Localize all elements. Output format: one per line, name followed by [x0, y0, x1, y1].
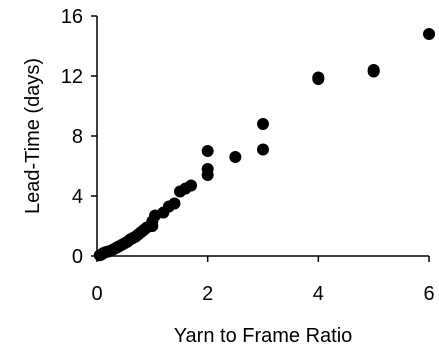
data-point — [257, 143, 269, 156]
y-tick-label: 4 — [72, 186, 83, 208]
data-point — [229, 151, 242, 163]
y-tick-label: 0 — [72, 246, 83, 268]
ticks-layer: 0 2 4 6 0 4 8 12 16 — [61, 6, 435, 305]
data-point — [201, 163, 214, 175]
data-point — [257, 118, 269, 130]
data-point — [423, 28, 435, 40]
x-tick-label: 0 — [91, 283, 102, 305]
data-point — [168, 197, 181, 210]
y-tick-label: 8 — [72, 126, 83, 148]
x-tick-label: 6 — [423, 283, 434, 305]
x-axis-title: Yarn to Frame Ratio — [174, 325, 353, 347]
x-tick-label: 2 — [202, 283, 213, 305]
data-point — [312, 71, 325, 84]
x-tick-label: 4 — [313, 283, 324, 305]
data-point — [185, 179, 198, 192]
data-point — [367, 64, 380, 76]
y-tick-label: 16 — [61, 6, 83, 28]
y-axis-title: Lead-Time (days) — [22, 58, 44, 214]
points-layer — [93, 28, 435, 262]
y-tick-label: 12 — [61, 66, 83, 88]
data-point — [201, 145, 214, 157]
